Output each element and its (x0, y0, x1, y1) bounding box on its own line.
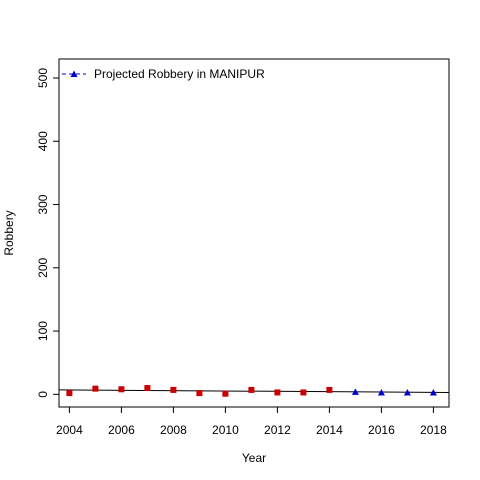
data-point-square (118, 386, 124, 392)
data-point-square (144, 385, 150, 391)
x-axis: 2004 2006 2008 2010 2012 2014 2016 2018 (56, 407, 447, 437)
x-tick-label: 2014 (316, 423, 343, 437)
legend-label: Projected Robbery in MANIPUR (94, 67, 265, 81)
x-tick-label: 2018 (420, 423, 447, 437)
y-axis: 0 100 200 300 400 500 (36, 68, 59, 398)
x-tick-label: 2008 (160, 423, 187, 437)
data-point-square (248, 387, 254, 393)
y-tick-label: 400 (36, 131, 50, 151)
y-tick-label: 300 (36, 194, 50, 214)
data-point-square (222, 391, 228, 397)
y-axis-label: Robbery (2, 210, 16, 255)
y-tick-label: 0 (36, 391, 50, 398)
x-tick-label: 2004 (56, 423, 83, 437)
x-tick-label: 2010 (212, 423, 239, 437)
data-point-square (326, 387, 332, 393)
y-tick-label: 200 (36, 257, 50, 277)
data-point-square (66, 390, 72, 396)
data-point-square (300, 389, 306, 395)
plot-marks (59, 385, 449, 397)
data-point-square (170, 387, 176, 393)
plot-frame (59, 59, 449, 407)
x-axis-label: Year (242, 451, 266, 465)
legend: Projected Robbery in MANIPUR (62, 67, 265, 81)
data-point-square (274, 389, 280, 395)
y-tick-label: 500 (36, 68, 50, 88)
x-tick-label: 2006 (108, 423, 135, 437)
data-point-square (92, 386, 98, 392)
x-tick-label: 2012 (264, 423, 291, 437)
data-point-square (196, 390, 202, 396)
x-tick-label: 2016 (368, 423, 395, 437)
y-tick-label: 100 (36, 321, 50, 341)
